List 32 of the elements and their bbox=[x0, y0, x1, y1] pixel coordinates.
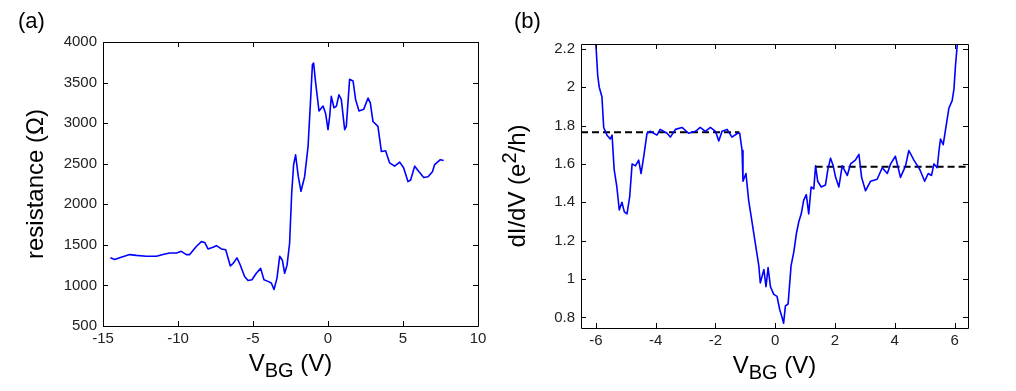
x-tick-label: 6 bbox=[950, 331, 959, 349]
x-axis-title: V$_{BG}$ (V) bbox=[732, 350, 817, 385]
y-tick-label: 2500 bbox=[63, 153, 97, 171]
y-tick-label: 1.4 bbox=[554, 192, 575, 210]
y-tick-label: 1.2 bbox=[554, 230, 575, 248]
x-tick-label: 2 bbox=[830, 331, 840, 349]
x-tick-label: -10 bbox=[167, 329, 189, 347]
y-tick-label: 1.8 bbox=[554, 115, 575, 133]
chart-title: (a) bbox=[18, 8, 45, 34]
y-tick-label: 3000 bbox=[63, 113, 97, 131]
x-tick-label: 0 bbox=[323, 329, 333, 347]
y-tick-label: 1000 bbox=[63, 275, 97, 293]
y-tick-label: 2000 bbox=[63, 194, 97, 212]
y-axis-title: resistance (Ω) bbox=[20, 109, 49, 259]
y-tick-label: 1.6 bbox=[554, 154, 575, 172]
x-tick-label: -2 bbox=[708, 331, 723, 349]
y-tick-label: 1 bbox=[566, 269, 575, 287]
y-tick-label: 4000 bbox=[63, 32, 97, 50]
x-tick-label: -5 bbox=[246, 329, 260, 347]
y-tick-label: 0.8 bbox=[554, 307, 575, 325]
x-tick-label: 10 bbox=[469, 329, 487, 347]
x-tick-label: 5 bbox=[398, 329, 408, 347]
x-tick-label: -6 bbox=[589, 331, 603, 349]
x-tick-label: 0 bbox=[771, 331, 780, 349]
x-axis-title: V$_{BG}$ (V) bbox=[248, 348, 333, 383]
chart-title: (b) bbox=[514, 8, 541, 34]
y-tick-label: 3500 bbox=[63, 72, 97, 90]
x-tick-label: 4 bbox=[890, 331, 899, 349]
y-tick-label: 1500 bbox=[63, 235, 97, 252]
y-tick-label: 2.2 bbox=[554, 38, 575, 56]
y-tick-label: 2 bbox=[566, 77, 575, 95]
x-tick-label: -4 bbox=[649, 331, 663, 349]
